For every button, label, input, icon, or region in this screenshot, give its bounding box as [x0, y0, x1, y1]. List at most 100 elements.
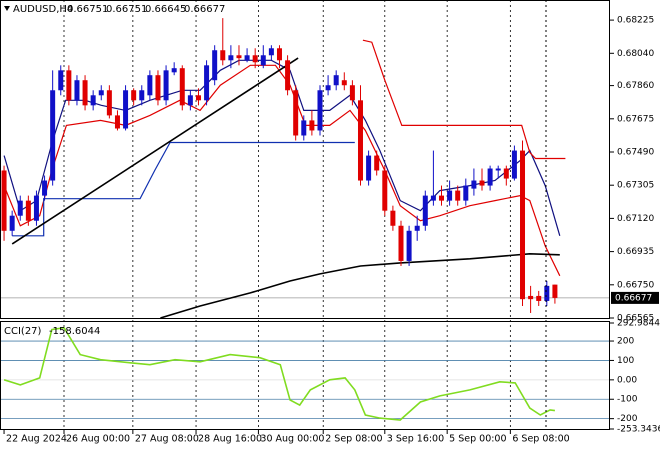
overlay-line — [11, 57, 299, 245]
ohlc-high: 0.66751 — [106, 4, 147, 15]
candle-body — [42, 180, 48, 196]
x-tick-label: 26 Aug 00:00 — [66, 434, 130, 445]
y-tick-label: 0.67490 — [617, 148, 654, 158]
candle-body — [528, 295, 534, 300]
candle-body — [511, 150, 517, 179]
candle-body — [268, 48, 274, 56]
symbol-icon — [4, 6, 10, 11]
y-tick-label: 0.66750 — [617, 280, 654, 290]
x-tick-label: 27 Aug 08:00 — [135, 434, 199, 445]
grid — [0, 0, 610, 430]
candle-body — [301, 120, 307, 136]
candle-body — [131, 90, 137, 101]
overlay-line — [160, 252, 560, 318]
candle-body — [179, 68, 185, 106]
candle-body — [9, 215, 15, 231]
candle-body — [471, 180, 477, 189]
cci-tick-label: 292.9844 — [617, 319, 660, 329]
axes: 22 Aug 2024 26 Aug 00:00 27 Aug 08:00 28 Au… — [3, 16, 660, 445]
candle-body — [447, 190, 453, 201]
candle-body — [1, 170, 7, 231]
y-tick-label: 0.67675 — [617, 114, 654, 124]
candle-body — [293, 90, 299, 136]
candle-body — [212, 50, 218, 81]
candle-body — [50, 90, 56, 181]
candle-body — [309, 120, 315, 131]
candle-body — [374, 155, 380, 171]
candle-body — [357, 100, 363, 181]
x-tick-label: 5 Sep 00:00 — [449, 434, 506, 445]
candle-body — [155, 75, 161, 101]
candle-body — [366, 155, 372, 181]
cci-tick-label: -200 — [617, 414, 638, 424]
candle-body — [422, 195, 428, 226]
candle-body — [195, 95, 201, 101]
candle-body — [520, 150, 526, 300]
x-tick-label: 6 Sep 08:00 — [512, 434, 569, 445]
candle-body — [349, 85, 355, 101]
candle-body — [495, 168, 501, 171]
candle-body — [244, 55, 250, 61]
candle-body — [333, 75, 339, 86]
candle-body — [163, 70, 169, 101]
current-price-label: 0.66677 — [615, 293, 652, 303]
candle-body — [439, 195, 445, 201]
candle-body — [390, 210, 396, 226]
candle-body — [317, 90, 323, 131]
candle-body — [382, 170, 388, 211]
cci-tick-label: -100 — [617, 395, 638, 405]
x-tick-label: 30 Aug 00:00 — [260, 434, 324, 445]
candle-body — [123, 90, 129, 129]
cci-line — [3, 326, 556, 421]
price-panel — [0, 18, 610, 318]
candle-body — [74, 80, 80, 101]
y-tick-label: 0.67120 — [617, 214, 654, 224]
candle-body — [90, 95, 96, 106]
ohlc-close: 0.66677 — [184, 4, 225, 15]
overlay-line — [362, 39, 566, 160]
candle-body — [25, 200, 31, 221]
ohlc-open: 0.66751 — [67, 4, 108, 15]
candle-body — [220, 50, 226, 61]
candle-body — [325, 85, 331, 91]
y-tick-label: 0.68225 — [617, 16, 654, 26]
candle-body — [171, 68, 177, 73]
x-tick-label: 2 Sep 08:00 — [325, 434, 382, 445]
candle-body — [58, 70, 64, 91]
cci-tick-label: -253.3436 — [617, 425, 660, 435]
y-tick-label: 0.67305 — [617, 181, 654, 191]
candle-body — [503, 168, 509, 179]
candle-body — [406, 230, 412, 261]
candle-body — [487, 168, 493, 186]
indicator-value: -158.6044 — [49, 326, 100, 337]
y-tick-label: 0.66565 — [617, 314, 654, 324]
y-tick-label: 0.66935 — [617, 247, 654, 257]
indicator-title: CCI(27) — [4, 326, 42, 337]
candle-body — [66, 70, 72, 101]
x-tick-label: 28 Aug 16:00 — [198, 434, 262, 445]
candle-body — [455, 190, 461, 201]
cci-tick-label: 0.00 — [617, 375, 637, 385]
candle-body — [106, 90, 112, 116]
candle-body — [147, 75, 153, 96]
candle-body — [536, 295, 542, 301]
candle-body — [260, 55, 266, 66]
cci-panel — [3, 326, 556, 421]
candle-body — [479, 180, 485, 186]
candle-body — [252, 55, 258, 63]
y-tick-label: 0.68040 — [617, 49, 654, 59]
y-tick-label: 0.67860 — [617, 81, 654, 91]
candle-body — [187, 95, 193, 106]
candle-body — [430, 195, 436, 201]
candle-body — [114, 115, 120, 129]
candle-body — [414, 225, 420, 231]
candle-body — [82, 80, 88, 106]
cci-tick-label: 100 — [617, 356, 634, 366]
symbol: AUDUSD,H4 — [13, 4, 73, 15]
candle-body — [544, 285, 550, 301]
candle-body — [139, 90, 145, 101]
candle-body — [204, 65, 210, 101]
cci-tick-label: 200 — [617, 337, 634, 347]
